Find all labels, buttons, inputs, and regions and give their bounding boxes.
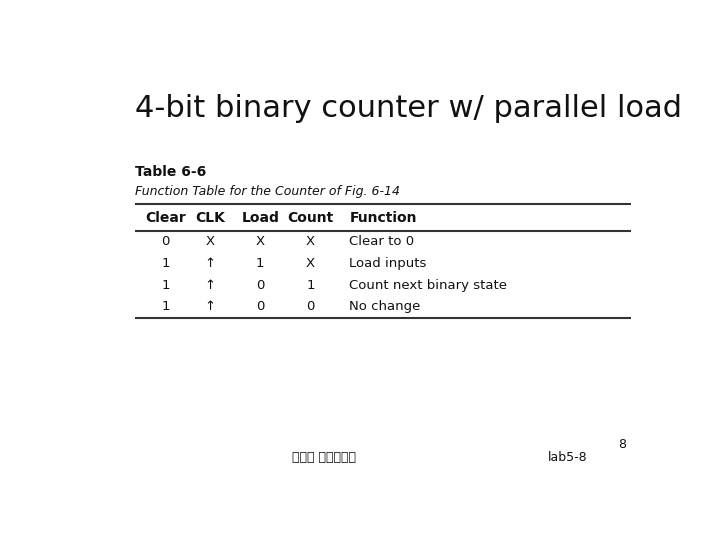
Text: X: X [306, 235, 315, 248]
Text: ↑: ↑ [204, 279, 215, 292]
Text: 張明峰 交大資工系: 張明峰 交大資工系 [292, 451, 356, 464]
Text: Function Table for the Counter of Fig. 6-14: Function Table for the Counter of Fig. 6… [135, 185, 400, 198]
Text: Count next binary state: Count next binary state [349, 279, 508, 292]
Text: 1: 1 [256, 257, 264, 270]
Text: Load inputs: Load inputs [349, 257, 427, 270]
Text: 1: 1 [161, 300, 170, 313]
Text: 0: 0 [256, 279, 264, 292]
Text: X: X [205, 235, 215, 248]
Text: ↑: ↑ [204, 257, 215, 270]
Text: 4-bit binary counter w/ parallel load: 4-bit binary counter w/ parallel load [135, 94, 682, 123]
Text: X: X [306, 257, 315, 270]
Text: 0: 0 [256, 300, 264, 313]
Text: Clear to 0: Clear to 0 [349, 235, 415, 248]
Text: 1: 1 [306, 279, 315, 292]
Text: lab5-8: lab5-8 [547, 451, 588, 464]
Text: Count: Count [287, 211, 333, 225]
Text: Function: Function [349, 211, 417, 225]
Text: 0: 0 [161, 235, 169, 248]
Text: ↑: ↑ [204, 300, 215, 313]
Text: 8: 8 [618, 438, 626, 451]
Text: 1: 1 [161, 257, 170, 270]
Text: 1: 1 [161, 279, 170, 292]
Text: Clear: Clear [145, 211, 186, 225]
Text: Load: Load [241, 211, 279, 225]
Text: CLK: CLK [195, 211, 225, 225]
Text: X: X [256, 235, 265, 248]
Text: No change: No change [349, 300, 421, 313]
Text: Table 6-6: Table 6-6 [135, 165, 206, 179]
Text: 0: 0 [306, 300, 315, 313]
